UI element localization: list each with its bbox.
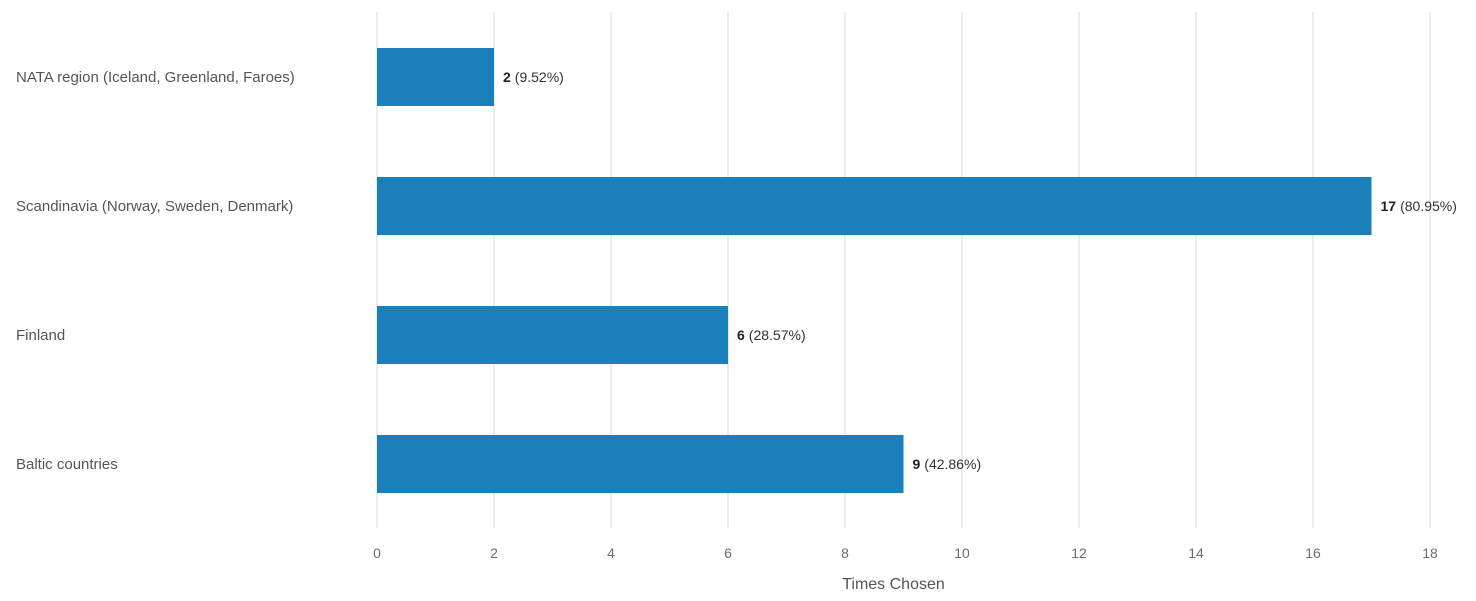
x-axis-ticks: 0 2 4 6 8 10 12 14 16 18 [373,545,1438,561]
bars [377,48,1372,493]
bar[interactable] [377,306,728,364]
category-label: NATA region (Iceland, Greenland, Faroes) [16,69,295,86]
data-label-percent: (28.57%) [749,327,806,343]
x-tick-label: 4 [607,545,615,561]
data-label-percent: (9.52%) [515,69,564,85]
category-label: Scandinavia (Norway, Sweden, Denmark) [16,198,293,215]
x-tick-label: 14 [1188,545,1204,561]
bar[interactable] [377,435,904,493]
value-labels: 2 (9.52%) 17 (80.95%) 6 (28.57%) 9 (42.86%) [503,69,1457,472]
x-tick-label: 12 [1071,545,1087,561]
bar[interactable] [377,177,1372,235]
x-tick-label: 10 [954,545,970,561]
x-tick-label: 18 [1422,545,1438,561]
data-label: 9 (42.86%) [913,456,982,472]
data-label-count: 6 [737,327,745,343]
bar[interactable] [377,48,494,106]
x-tick-label: 6 [724,545,732,561]
category-label: Baltic countries [16,456,118,473]
category-label: Finland [16,327,65,344]
data-label-count: 17 [1381,198,1397,214]
data-label: 2 (9.52%) [503,69,564,85]
category-labels: NATA region (Iceland, Greenland, Faroes)… [16,69,295,473]
data-label-count: 9 [913,456,921,472]
data-label: 17 (80.95%) [1381,198,1457,214]
data-label-percent: (42.86%) [924,456,981,472]
x-tick-label: 16 [1305,545,1321,561]
x-axis-title: Times Chosen [842,576,945,593]
x-tick-label: 8 [841,545,849,561]
x-tick-label: 2 [490,545,498,561]
data-label-count: 2 [503,69,511,85]
data-label: 6 (28.57%) [737,327,806,343]
data-label-percent: (80.95%) [1400,198,1457,214]
x-tick-label: 0 [373,545,381,561]
